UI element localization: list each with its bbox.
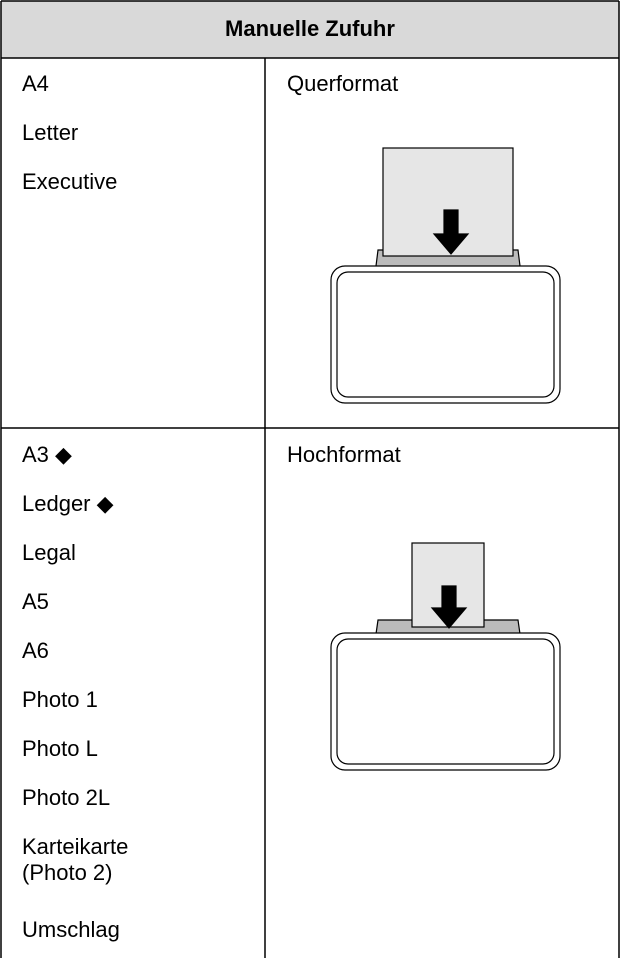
size-item: Letter [22, 120, 79, 145]
size-item: Photo 2L [22, 785, 111, 810]
orientation-label: Querformat [287, 71, 399, 96]
size-item: Ledger ◆ [22, 491, 114, 516]
size-item: A3 ◆ [22, 442, 72, 467]
size-item: Photo L [22, 736, 98, 761]
illustration-portrait [330, 542, 561, 771]
size-item: Legal [22, 540, 76, 565]
illustration-landscape [330, 147, 561, 404]
size-item: A4 [22, 71, 49, 96]
size-item: Karteikarte (Photo 2) [22, 834, 129, 885]
header-title: Manuelle Zufuhr [225, 16, 395, 41]
orientation-label: Hochformat [287, 442, 401, 467]
size-item: Executive [22, 169, 118, 194]
size-item: Photo 1 [22, 687, 98, 712]
header-bg [1, 1, 619, 58]
size-item: A6 [22, 638, 49, 663]
size-item: A5 [22, 589, 49, 614]
size-item: Umschlag [22, 917, 120, 942]
